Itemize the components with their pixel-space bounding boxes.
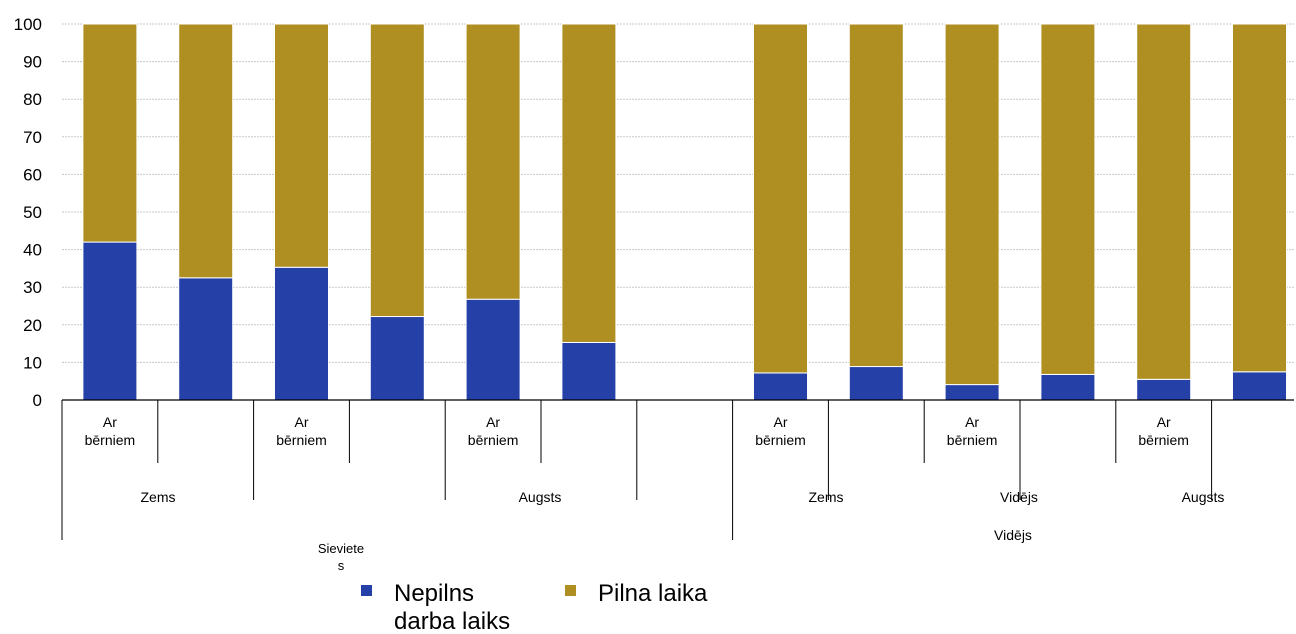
- bar-segment: [944, 23, 1000, 386]
- group-label: Zems: [809, 489, 844, 505]
- bar-segment: [369, 316, 425, 401]
- bar-segment: [369, 23, 425, 318]
- bar-segment: [82, 23, 138, 243]
- group-label: Vidējs: [1000, 489, 1038, 505]
- y-axis-ticks: 0 10 20 30 40 50 60 70 80 90 100: [14, 15, 42, 410]
- legend-label: Pilna laika: [598, 580, 708, 607]
- category-label: Ar bērniem: [468, 414, 519, 448]
- bar-segment: [1136, 378, 1192, 401]
- bar-segment: [753, 372, 808, 401]
- bar-segment: [561, 23, 617, 343]
- legend-label: Nepilns darba laiks: [394, 580, 510, 634]
- bar-segment: [1232, 23, 1287, 373]
- y-tick-label: 60: [23, 165, 42, 184]
- bar-segment: [465, 23, 521, 300]
- legend-swatch: [565, 585, 576, 596]
- bar-segment: [1232, 371, 1287, 401]
- bar-segment: [753, 23, 808, 374]
- category-label: Ar bērniem: [947, 414, 998, 448]
- legend-swatch: [361, 585, 372, 596]
- y-tick-label: 100: [14, 15, 42, 34]
- legend: Nepilns darba laiks Pilna laika: [361, 580, 708, 634]
- group-label: Augsts: [1182, 489, 1225, 505]
- y-tick-label: 80: [23, 90, 42, 109]
- bar-segment: [465, 298, 521, 401]
- y-tick-label: 30: [23, 278, 42, 297]
- y-tick-label: 70: [23, 128, 42, 147]
- group-label: Augsts: [519, 489, 562, 505]
- bar-segment: [1040, 23, 1096, 375]
- category-label: Ar bērniem: [1138, 414, 1189, 448]
- bar-segment: [274, 23, 329, 268]
- group-label-top: Sieviete s: [318, 541, 364, 573]
- category-axis: Ar bērniem Ar bērniem Ar bērniem Ar bērniem Ar bē…: [61, 399, 1294, 573]
- bar-segment: [848, 366, 904, 401]
- y-tick-label: 40: [23, 241, 42, 260]
- y-tick-label: 50: [23, 203, 42, 222]
- bar-segment: [944, 384, 1000, 401]
- category-label: Ar bērniem: [85, 414, 136, 448]
- bar-segment: [848, 23, 904, 368]
- y-tick-label: 0: [33, 391, 42, 410]
- bar-segment: [561, 341, 617, 401]
- bar-segment: [1040, 373, 1096, 401]
- bar-segment: [1136, 23, 1192, 380]
- bar-segment: [178, 23, 234, 279]
- y-tick-label: 10: [23, 353, 42, 372]
- group-label: Zems: [141, 489, 176, 505]
- y-tick-label: 90: [23, 53, 42, 72]
- bar-segment: [82, 241, 138, 401]
- category-label: Ar bērniem: [276, 414, 327, 448]
- category-label: Ar bērniem: [755, 414, 806, 448]
- y-tick-label: 20: [23, 316, 42, 335]
- bar-segment: [178, 277, 234, 401]
- group-label-top: Vidējs: [994, 527, 1032, 543]
- bar-segment: [274, 266, 329, 401]
- bars: [82, 23, 1287, 401]
- grid-lines: [62, 23, 1294, 363]
